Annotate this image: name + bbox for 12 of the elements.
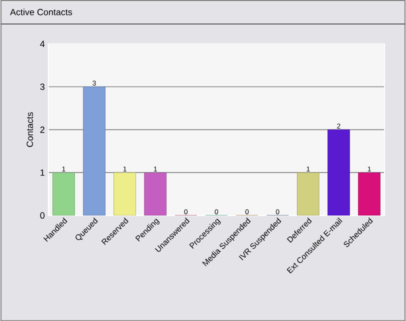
y-tick-label: 0 (40, 212, 45, 219)
bar (328, 129, 350, 216)
y-tick-label: 4 (40, 40, 45, 47)
y-tick-label: 1 (40, 169, 44, 176)
y-tick-label: 3 (40, 84, 44, 90)
bar (358, 172, 380, 216)
bar (52, 172, 75, 216)
chart-title: Active Contacts (10, 8, 72, 16)
y-axis-title: Contacts (26, 112, 34, 147)
bar (296, 172, 320, 216)
bar (114, 172, 136, 216)
y-tick-label: 2 (40, 126, 44, 133)
